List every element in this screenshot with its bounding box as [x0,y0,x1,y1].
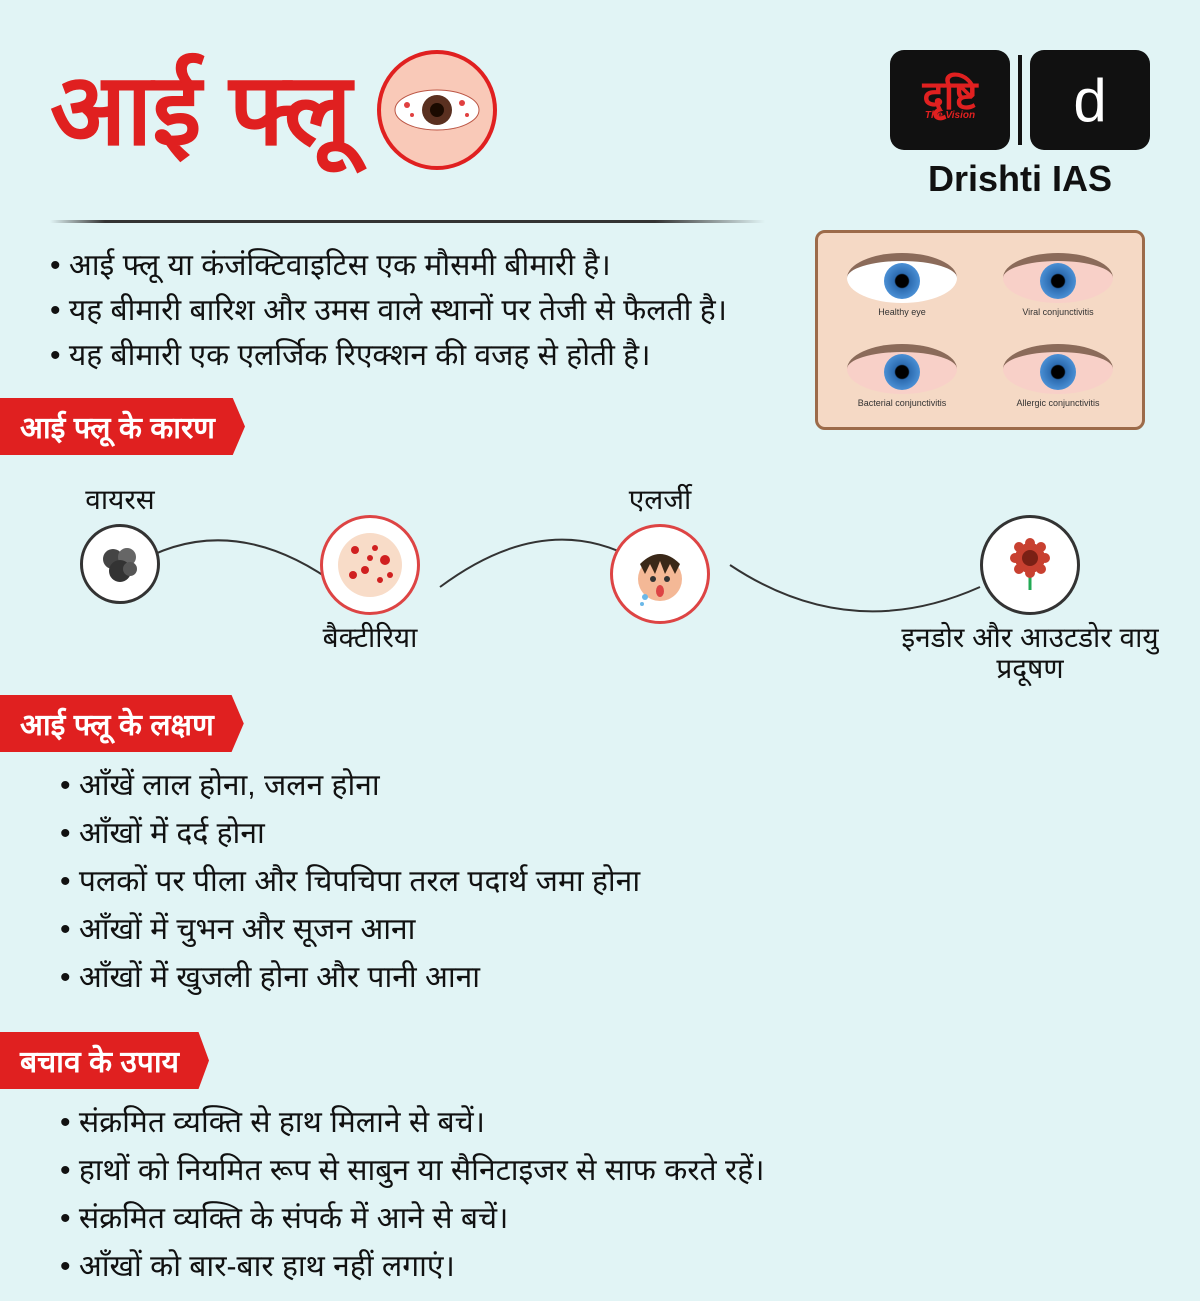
eye-type-cell: Viral conjunctivitis [982,241,1134,328]
cause-label: वायरस [85,485,154,516]
healthy-eye-icon [847,253,957,303]
cause-virus: वायरस [80,485,160,604]
header: आई फ्लू दृष्टि The Vision d Drisht [0,0,1200,210]
intro-item: यह बीमारी एक एलर्जिक रिएक्शन की वजह से ह… [50,333,750,378]
logo-divider [1018,55,1022,145]
eye-types-diagram: Healthy eye Viral conjunctivitis Bacteri… [815,230,1145,430]
eye-type-cell: Bacterial conjunctivitis [826,332,978,419]
logo-d-icon: d [1030,50,1150,150]
symptom-item: आँखें लाल होना, जलन होना [60,762,1140,810]
logo-hindi-text: दृष्टि [923,80,978,112]
intro-item: आई फ्लू या कंजंक्टिवाइटिस एक मौसमी बीमार… [50,243,750,288]
cause-pollution: इनडोर और आउटडोर वायु प्रदूषण [900,515,1160,685]
prevention-item: संक्रमित व्यक्ति के संपर्क में आने से बच… [60,1195,1140,1243]
title-wrap: आई फ्लू [50,50,497,170]
allergic-eye-icon [1003,344,1113,394]
allergy-icon [610,524,710,624]
eye-type-label: Bacterial conjunctivitis [858,398,947,408]
bacterial-eye-icon [847,344,957,394]
cause-label: बैक्टीरिया [323,623,418,654]
logo-sub-text: The Vision [925,112,975,120]
section-header-causes: आई फ्लू के कारण [0,398,245,455]
cause-allergy: एलर्जी [610,485,710,624]
cause-bacteria: बैक्टीरिया [320,515,420,654]
prevention-item: हाथों को नियमित रूप से साबुन या सैनिटाइज… [60,1147,1140,1195]
prevention-item: संक्रमित व्यक्ति से हाथ मिलाने से बचें। [60,1099,1140,1147]
eye-type-cell: Allergic conjunctivitis [982,332,1134,419]
logo-d-letter: d [1073,66,1106,135]
causes-diagram: वायरस बैक्टीरिया एलर्जी [50,475,1150,675]
divider-line [50,220,1150,223]
eye-icon [377,50,497,170]
cause-label: एलर्जी [629,485,692,516]
eye-type-label: Viral conjunctivitis [1022,307,1093,317]
page-title: आई फ्लू [50,60,352,160]
bacteria-icon [320,515,420,615]
logo-hindi-icon: दृष्टि The Vision [890,50,1010,150]
section-header-prevention: बचाव के उपाय [0,1032,209,1089]
symptom-item: आँखों में चुभन और सूजन आना [60,906,1140,954]
prevention-list: संक्रमित व्यक्ति से हाथ मिलाने से बचें। … [0,1089,1200,1301]
virus-icon [80,524,160,604]
pollution-icon [980,515,1080,615]
brand-name: Drishti IAS [928,158,1112,200]
section-header-symptoms: आई फ्लू के लक्षण [0,695,244,752]
cause-label: इनडोर और आउटडोर वायु प्रदूषण [900,623,1160,685]
eye-type-label: Allergic conjunctivitis [1016,398,1099,408]
symptom-item: आँखों में खुजली होना और पानी आना [60,954,1140,1002]
symptom-item: आँखों में दर्द होना [60,810,1140,858]
symptom-item: पलकों पर पीला और चिपचिपा तरल पदार्थ जमा … [60,858,1140,906]
eye-type-label: Healthy eye [878,307,926,317]
logo-row: दृष्टि The Vision d [890,50,1150,150]
intro-list: आई फ्लू या कंजंक्टिवाइटिस एक मौसमी बीमार… [0,243,800,378]
viral-eye-icon [1003,253,1113,303]
prevention-item: आँखों को बार-बार हाथ नहीं लगाएं। [60,1243,1140,1291]
eye-type-cell: Healthy eye [826,241,978,328]
brand-logo: दृष्टि The Vision d Drishti IAS [890,50,1150,200]
symptoms-list: आँखें लाल होना, जलन होना आँखों में दर्द … [0,752,1200,1012]
intro-item: यह बीमारी बारिश और उमस वाले स्थानों पर त… [50,288,750,333]
